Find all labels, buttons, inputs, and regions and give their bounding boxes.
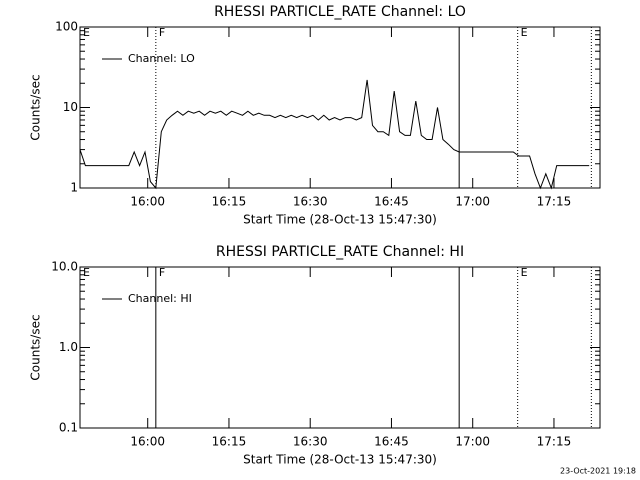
x-tick-label: 16:15 — [212, 195, 247, 209]
x-axis-label: Start Time (28-Oct-13 15:47:30) — [243, 453, 437, 467]
marker-label: E — [83, 266, 90, 279]
marker-label: E — [521, 266, 528, 279]
y-tick-label: 10 — [63, 100, 78, 114]
y-tick-label: 10.0 — [51, 260, 78, 274]
marker-label: E — [521, 26, 528, 39]
y-tick-label: 0.1 — [59, 421, 78, 435]
data-line — [79, 79, 590, 190]
x-tick-label: 16:30 — [293, 435, 328, 449]
y-tick-label: 1 — [70, 181, 78, 195]
x-tick-label: 17:15 — [537, 195, 572, 209]
chart-title: RHESSI PARTICLE_RATE Channel: LO — [214, 4, 466, 20]
x-tick-label: 17:15 — [537, 435, 572, 449]
x-tick-label: 16:00 — [130, 435, 165, 449]
x-tick-label: 16:45 — [374, 195, 409, 209]
y-tick-label: 1.0 — [59, 340, 78, 354]
y-axis-label: Counts/sec — [29, 74, 43, 140]
x-tick-label: 17:00 — [455, 195, 490, 209]
y-axis-label: Counts/sec — [29, 314, 43, 380]
marker-label: E — [83, 26, 90, 39]
chart-title: RHESSI PARTICLE_RATE Channel: HI — [216, 244, 464, 260]
x-tick-label: 16:00 — [130, 195, 165, 209]
x-tick-label: 16:45 — [374, 435, 409, 449]
x-tick-label: 17:00 — [455, 435, 490, 449]
x-tick-label: 16:30 — [293, 195, 328, 209]
marker-label: F — [159, 26, 165, 39]
legend-label: Channel: LO — [128, 52, 195, 65]
marker-label: F — [159, 266, 165, 279]
legend-label: Channel: HI — [128, 292, 192, 305]
footer: 23-Oct-2021 19:18 — [560, 467, 636, 476]
x-tick-label: 16:15 — [212, 435, 247, 449]
x-axis-label: Start Time (28-Oct-13 15:47:30) — [243, 213, 437, 227]
y-tick-label: 100 — [55, 20, 78, 34]
